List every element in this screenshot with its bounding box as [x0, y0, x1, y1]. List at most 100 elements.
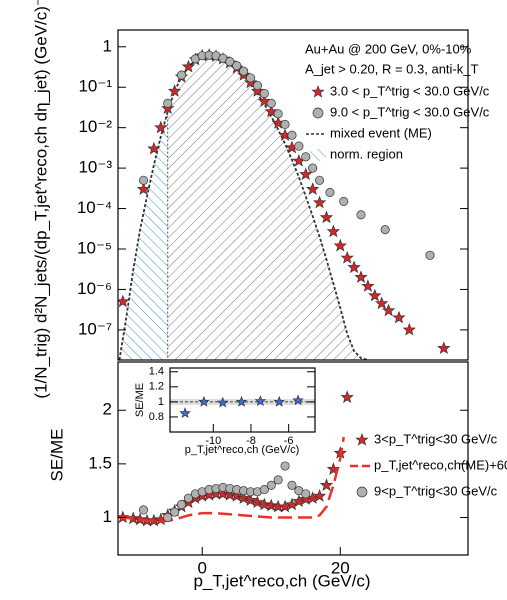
circle-marker	[259, 485, 269, 495]
x-axis-label: p_T,jet^reco,ch (GeV/c)	[185, 444, 300, 456]
star-marker	[273, 395, 285, 407]
y-tick-label: 1	[103, 36, 112, 55]
plot-area	[118, 48, 451, 360]
circle-marker	[287, 480, 297, 490]
star-marker	[147, 141, 161, 155]
circle-marker	[239, 66, 249, 76]
star-marker	[264, 498, 278, 512]
legend-swatch	[310, 149, 326, 161]
frame	[117, 29, 469, 361]
y-axis-label: SE/ME	[47, 429, 66, 482]
circle-marker	[266, 480, 276, 490]
y-tick-label: 1.5	[88, 453, 112, 472]
circle-marker	[163, 512, 173, 523]
x-tick-label: 0	[197, 558, 206, 577]
y-tick-label: 10⁻⁶	[77, 279, 112, 298]
x-tick-label: -10	[205, 435, 221, 447]
y-tick-label: 10⁻⁵	[77, 238, 112, 257]
circle-marker	[294, 141, 304, 151]
circle-marker	[356, 210, 366, 220]
y-tick-label: 1	[103, 507, 112, 526]
star-marker	[392, 310, 406, 324]
star-marker	[179, 407, 191, 419]
star-marker	[312, 489, 327, 502]
star-marker	[347, 260, 361, 274]
star-marker	[254, 395, 267, 406]
panel: 1 10⁻¹ 10⁻² 10⁻³ 10⁻⁴ 10⁻⁵ 10⁻⁶ 10⁻⁷ (1/N_trig) …	[31, 0, 489, 399]
star-marker	[167, 84, 182, 97]
circle-marker	[170, 507, 180, 517]
star-marker	[257, 497, 272, 511]
star-marker	[250, 84, 265, 97]
star-marker	[381, 303, 396, 317]
x-axis-label: p_T,jet^reco,ch (GeV/c)	[193, 571, 370, 590]
circle-marker	[259, 88, 269, 99]
star-marker	[437, 341, 451, 354]
star-marker	[319, 210, 334, 224]
circle-marker	[225, 57, 235, 67]
star-marker	[326, 224, 341, 238]
circle-marker	[266, 98, 276, 108]
y-tick-label: 1.2	[149, 381, 164, 393]
circle-marker	[176, 70, 187, 80]
star-marker	[236, 491, 251, 504]
circle-marker	[176, 500, 187, 510]
x-tick-label: 20	[331, 558, 350, 577]
y-tick-label: 10⁻⁴	[77, 198, 112, 217]
circle-marker	[287, 130, 297, 140]
legend-label: 3<p_T^trig<30 GeV/c	[374, 431, 498, 446]
line	[118, 54, 369, 360]
star-marker	[217, 396, 229, 408]
circle-marker	[325, 187, 335, 198]
star-marker	[361, 279, 375, 292]
legend-swatch	[356, 486, 368, 498]
star-marker	[181, 59, 196, 73]
star-marker	[368, 288, 382, 302]
circle-marker	[163, 98, 173, 108]
y-tick-label: 2	[103, 400, 112, 419]
star-marker	[235, 395, 248, 407]
circle-marker	[280, 461, 290, 471]
y-tick-label: 1	[158, 396, 164, 408]
star-marker	[306, 182, 320, 195]
plot-area	[118, 390, 354, 527]
circle-marker	[245, 73, 256, 83]
star-marker	[292, 394, 304, 406]
circle-marker	[301, 152, 311, 162]
circle-marker	[232, 61, 242, 71]
hatched-area	[119, 111, 168, 360]
hatched-area	[167, 55, 368, 360]
circle-marker	[273, 109, 283, 119]
line	[119, 436, 345, 524]
plot-area	[170, 368, 315, 432]
frame	[169, 367, 316, 433]
circle-marker	[138, 175, 149, 185]
star-marker	[340, 390, 354, 404]
legend-swatch	[312, 107, 324, 119]
legend-label: mixed event (ME)	[330, 125, 432, 140]
y-tick-label: 10⁻³	[78, 158, 112, 177]
star-marker	[402, 322, 416, 336]
legend-label: norm. region	[330, 146, 403, 161]
y-tick-label: 10⁻⁷	[78, 319, 112, 338]
legend-label: p_T,jet^reco,ch(ME)+60 MeV	[374, 457, 507, 472]
legend-swatch	[311, 85, 325, 98]
circle-marker	[280, 119, 290, 130]
panel: 0.8 1 1.2 1.4 -10 -8 -6 SE/ME p_T,jet^reco,ch (G…	[134, 366, 316, 456]
circle-marker	[301, 489, 311, 499]
frame	[117, 361, 469, 556]
star-marker	[250, 495, 265, 509]
circle-marker	[339, 196, 349, 206]
y-axis-label: (1/N_trig) d²N_jets/(dp_T,jet^reco,ch dη…	[31, 0, 50, 399]
star-marker	[198, 395, 210, 407]
x-tick-label: -6	[284, 435, 294, 447]
legend-header: A_jet > 0.20, R = 0.3, anti-k_T	[305, 61, 478, 76]
star-marker	[354, 270, 368, 283]
legend-header: Au+Au @ 200 GeV, 0%-10%	[305, 41, 472, 56]
legend-label: 9<p_T^trig<30 GeV/c	[374, 483, 498, 498]
star-marker	[136, 182, 151, 195]
star-marker	[333, 238, 347, 252]
star-marker	[375, 296, 389, 310]
